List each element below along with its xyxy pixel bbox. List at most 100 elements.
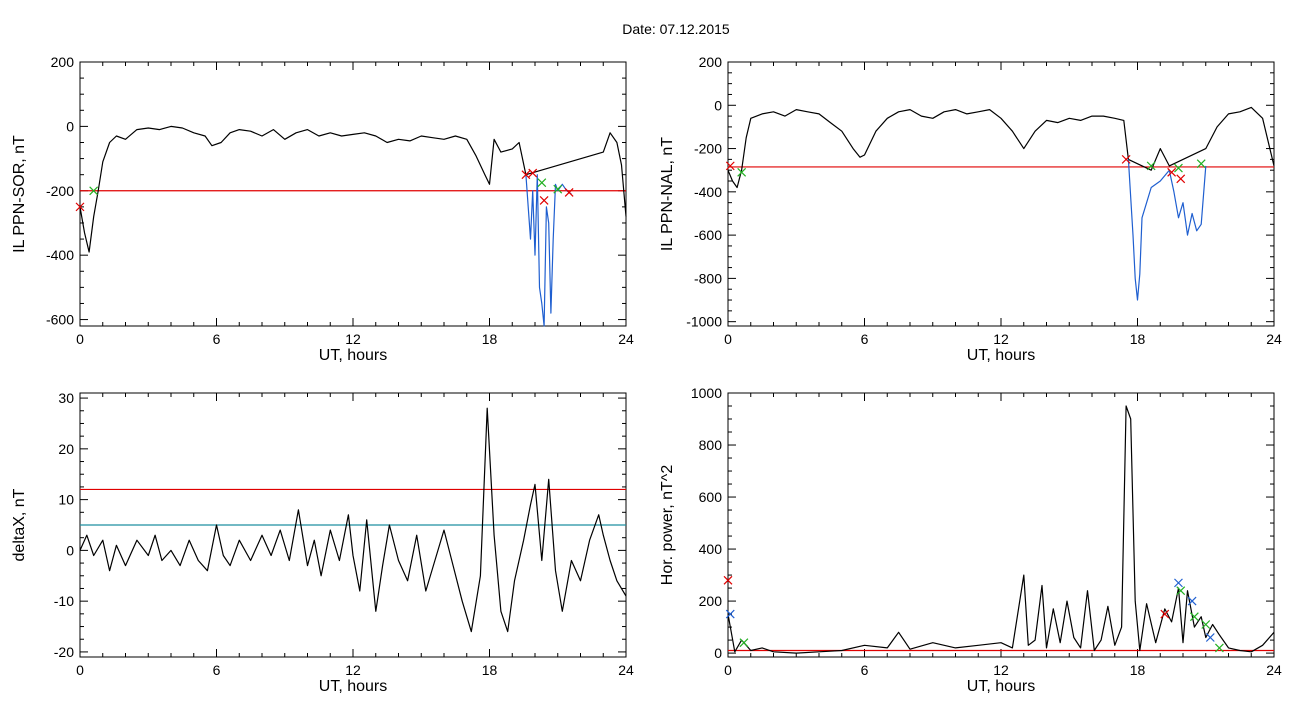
plot-frame bbox=[79, 61, 627, 327]
cross-marker bbox=[1196, 159, 1206, 169]
y-tick-label: -400 bbox=[46, 247, 74, 263]
cross-marker bbox=[1146, 161, 1156, 171]
cross-marker bbox=[528, 168, 538, 178]
chart-panel-3: 0 6 12 18 24 -20 -10 0 10 20 30 UT, hours deltaX, nT bbox=[11, 390, 634, 695]
x-tick-label: 0 bbox=[76, 662, 84, 678]
cross-marker bbox=[1160, 609, 1170, 619]
cross-marker-stroke bbox=[1176, 586, 1186, 596]
cross-marker-stroke bbox=[539, 196, 549, 205]
cross-marker bbox=[521, 170, 531, 180]
cross-marker bbox=[1174, 578, 1183, 588]
cross-marker-stroke bbox=[1146, 161, 1156, 171]
cross-marker-stroke bbox=[1160, 609, 1170, 619]
cross-marker-stroke bbox=[75, 202, 85, 212]
cross-marker-stroke bbox=[564, 187, 574, 197]
y-tick-label: 0 bbox=[714, 97, 722, 113]
series-line-2 bbox=[1127, 159, 1207, 301]
x-tick-label: 6 bbox=[213, 331, 221, 347]
x-tick-label: 0 bbox=[724, 331, 732, 347]
cross-marker-stroke bbox=[725, 161, 735, 171]
cross-marker bbox=[1189, 612, 1199, 622]
cross-marker-stroke bbox=[1176, 174, 1186, 184]
chart-panel-4: 0 6 12 18 24 0 200 400 600 800 1000 UT, hours Hor. p… bbox=[659, 385, 1282, 695]
y-tick-label: 200 bbox=[699, 54, 723, 70]
figure-title: Date: 07.12.2015 bbox=[622, 21, 730, 37]
cross-marker bbox=[1201, 620, 1211, 629]
cross-marker-stroke bbox=[1189, 612, 1199, 622]
y-tick-label: 0 bbox=[714, 645, 722, 661]
cross-marker-stroke bbox=[1121, 154, 1131, 164]
x-tick-label: 6 bbox=[861, 662, 869, 678]
cross-marker-stroke bbox=[723, 575, 733, 585]
x-tick-label: 18 bbox=[1130, 331, 1146, 347]
x-tick-label: 0 bbox=[724, 662, 732, 678]
cross-marker-stroke bbox=[1196, 159, 1206, 169]
y-tick-label: 200 bbox=[699, 593, 723, 609]
y-tick-label: 10 bbox=[58, 492, 74, 508]
y-tick-label: -10 bbox=[54, 593, 74, 609]
y-tick-label: -800 bbox=[694, 270, 722, 286]
cross-marker-stroke bbox=[1174, 163, 1183, 173]
y-tick-label: -200 bbox=[46, 183, 74, 199]
y-tick-label: -20 bbox=[54, 644, 74, 660]
y-tick-label: -1000 bbox=[686, 314, 722, 330]
cross-marker bbox=[725, 161, 735, 171]
cross-marker-stroke bbox=[1167, 167, 1177, 177]
cross-marker-stroke bbox=[739, 638, 749, 648]
y-axis-label: IL PPN-NAL, nT bbox=[659, 137, 676, 251]
y-tick-label: 20 bbox=[58, 441, 74, 457]
cross-marker-stroke bbox=[89, 186, 99, 196]
y-axis-label: IL PPN-SOR, nT bbox=[11, 135, 28, 253]
x-tick-label: 18 bbox=[482, 331, 498, 347]
y-tick-label: -600 bbox=[46, 312, 74, 328]
x-tick-label: 24 bbox=[1266, 662, 1282, 678]
x-tick-label: 18 bbox=[1130, 662, 1146, 678]
chart-panel-1: 0 6 12 18 24 -600 -400 -200 0 200 UT, hours IL PPN-… bbox=[11, 54, 634, 364]
cross-marker-stroke bbox=[737, 167, 747, 177]
series-line-1 bbox=[79, 407, 627, 633]
cross-marker-stroke bbox=[1174, 578, 1183, 588]
cross-marker bbox=[737, 167, 747, 177]
series-line-1 bbox=[727, 405, 1275, 654]
chart-panel-2: 0 6 12 18 24 -1000 -800 -600 -400 -200 0 200 UT, hou… bbox=[659, 54, 1282, 364]
cross-marker-stroke bbox=[1205, 633, 1215, 642]
y-tick-label: 400 bbox=[699, 541, 723, 557]
cross-marker bbox=[75, 202, 85, 212]
x-tick-label: 0 bbox=[76, 331, 84, 347]
series-line-1 bbox=[727, 106, 1275, 189]
x-tick-label: 6 bbox=[861, 331, 869, 347]
y-tick-label: 1000 bbox=[691, 385, 722, 401]
y-tick-label: -400 bbox=[694, 184, 722, 200]
cross-marker bbox=[1121, 154, 1131, 164]
x-tick-label: 12 bbox=[993, 662, 1009, 678]
plot-frame bbox=[727, 61, 1275, 327]
y-tick-label: 200 bbox=[51, 54, 75, 70]
cross-marker bbox=[1174, 163, 1183, 173]
cross-marker bbox=[1214, 643, 1224, 653]
x-axis-label: UT, hours bbox=[319, 347, 387, 364]
cross-marker bbox=[1205, 633, 1215, 642]
cross-marker bbox=[553, 184, 563, 194]
x-tick-label: 12 bbox=[345, 331, 361, 347]
y-axis-label: deltaX, nT bbox=[11, 488, 28, 561]
cross-marker bbox=[1176, 174, 1186, 184]
x-axis-label: UT, hours bbox=[967, 347, 1035, 364]
cross-marker bbox=[564, 187, 574, 197]
series-line-2 bbox=[525, 174, 572, 327]
cross-marker bbox=[725, 609, 735, 619]
x-tick-label: 12 bbox=[993, 331, 1009, 347]
y-axis-label: Hor. power, nT^2 bbox=[659, 465, 676, 586]
y-tick-label: 800 bbox=[699, 437, 723, 453]
x-tick-label: 18 bbox=[482, 662, 498, 678]
cross-marker-stroke bbox=[537, 178, 547, 188]
cross-marker bbox=[723, 575, 733, 585]
x-tick-label: 6 bbox=[213, 662, 221, 678]
x-tick-label: 24 bbox=[618, 662, 634, 678]
x-tick-label: 12 bbox=[345, 662, 361, 678]
cross-marker bbox=[539, 196, 549, 205]
cross-marker bbox=[1176, 586, 1186, 596]
cross-marker bbox=[1167, 167, 1177, 177]
y-tick-label: -200 bbox=[694, 141, 722, 157]
